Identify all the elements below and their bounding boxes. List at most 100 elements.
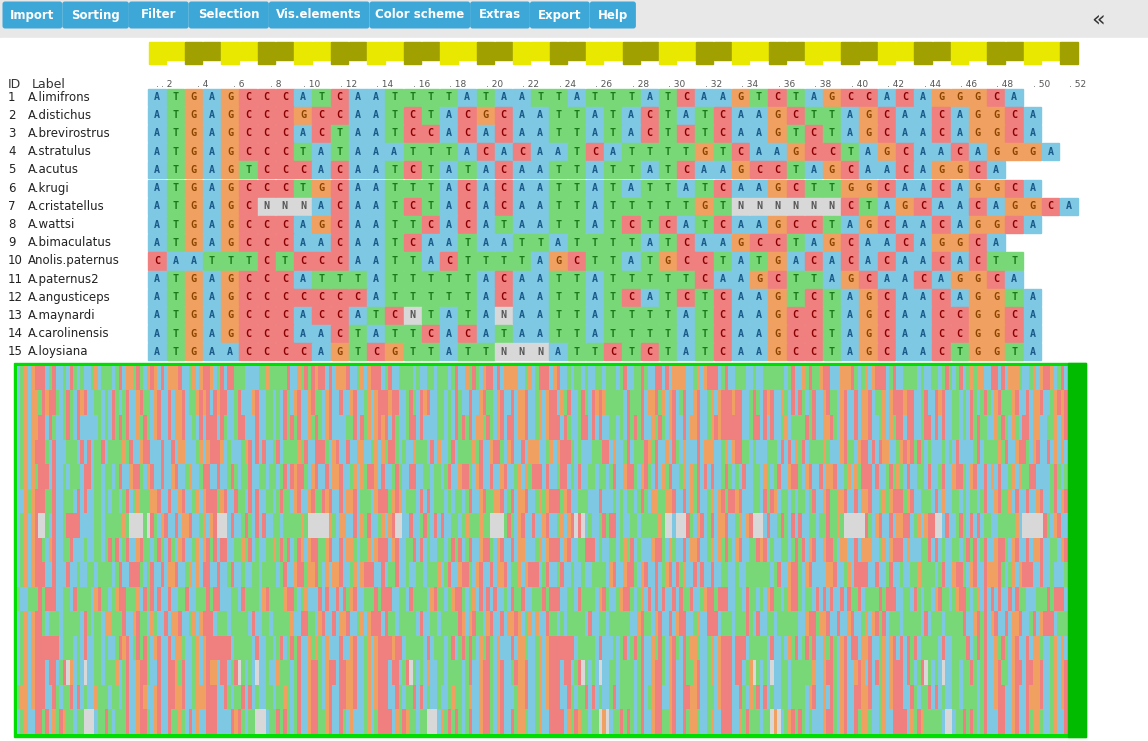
Text: C: C [683,238,689,247]
Text: A: A [318,329,324,339]
Bar [166,216,184,233]
Text: T: T [373,310,379,321]
Text: C: C [683,92,689,102]
Text: C: C [300,165,307,175]
Text: A: A [154,219,160,230]
Bar [860,270,877,288]
Bar [860,343,877,361]
Text: G: G [701,147,707,156]
Text: 4: 4 [8,145,16,158]
Bar [878,88,895,106]
Bar [312,88,331,106]
Bar [294,289,312,306]
Text: C: C [683,165,689,175]
Text: C: C [847,202,853,211]
Bar [860,216,877,233]
Bar [148,234,166,251]
Text: A: A [154,92,160,102]
Text: T: T [665,128,670,139]
Bar [805,234,822,251]
Text: C: C [318,310,324,321]
Bar [1024,325,1041,342]
Bar [895,162,914,179]
Bar [951,88,968,106]
Text: A: A [501,238,506,247]
Bar [421,179,440,196]
Bar [878,179,895,196]
Bar [750,325,768,342]
Bar [987,88,1004,106]
Bar [421,143,440,160]
Text: A: A [956,110,962,120]
Bar [622,325,641,342]
Bar [604,343,622,361]
Text: T: T [574,329,580,339]
Text: T: T [1011,347,1017,357]
Text: A: A [1030,347,1035,357]
Text: C: C [975,238,980,247]
Text: C: C [1011,128,1017,139]
Bar [1042,198,1060,215]
Bar [203,343,220,361]
Bar [987,143,1004,160]
Text: C: C [318,292,324,302]
Text: A: A [355,310,360,321]
Text: A: A [610,147,616,156]
Bar [276,289,294,306]
Text: A: A [300,274,307,284]
Bar [495,270,512,288]
Text: T: T [574,202,580,211]
Bar [895,234,914,251]
Bar [951,125,968,142]
Bar [677,107,695,124]
Bar [294,234,312,251]
Bar [367,343,385,361]
Text: T: T [574,274,580,284]
Text: A: A [738,274,744,284]
Text: C: C [391,310,397,321]
Bar [568,252,585,270]
Bar [495,125,512,142]
Bar [276,216,294,233]
Bar [458,270,476,288]
Text: G: G [975,183,980,193]
Text: A: A [519,110,525,120]
Bar [495,307,512,324]
Text: G: G [938,92,945,102]
Text: G: G [774,347,781,357]
Text: C: C [683,256,689,266]
Text: G: G [1030,147,1035,156]
Bar [987,307,1004,324]
Text: C: C [720,310,726,321]
Text: T: T [610,274,616,284]
Bar [731,216,750,233]
Bar [532,107,549,124]
Text: G: G [993,128,999,139]
Bar [476,179,494,196]
Bar [240,325,257,342]
Bar [532,143,549,160]
Text: C: C [336,110,342,120]
Text: C: C [501,110,506,120]
Text: G: G [482,110,488,120]
Bar [786,42,804,60]
Bar [185,343,202,361]
Text: T: T [720,256,726,266]
Text: G: G [993,292,999,302]
Bar [222,143,239,160]
Bar [386,162,403,179]
Text: A: A [755,219,762,230]
Text: A: A [591,165,598,175]
Text: A: A [720,238,726,247]
Bar [932,42,949,60]
Text: T: T [227,256,233,266]
Text: C: C [810,147,816,156]
Bar [951,198,968,215]
Bar [386,289,403,306]
Text: G: G [956,92,962,102]
Bar [622,179,641,196]
Bar [550,162,567,179]
Text: 2: 2 [8,109,16,122]
Text: T: T [792,292,798,302]
Text: A: A [720,165,726,175]
